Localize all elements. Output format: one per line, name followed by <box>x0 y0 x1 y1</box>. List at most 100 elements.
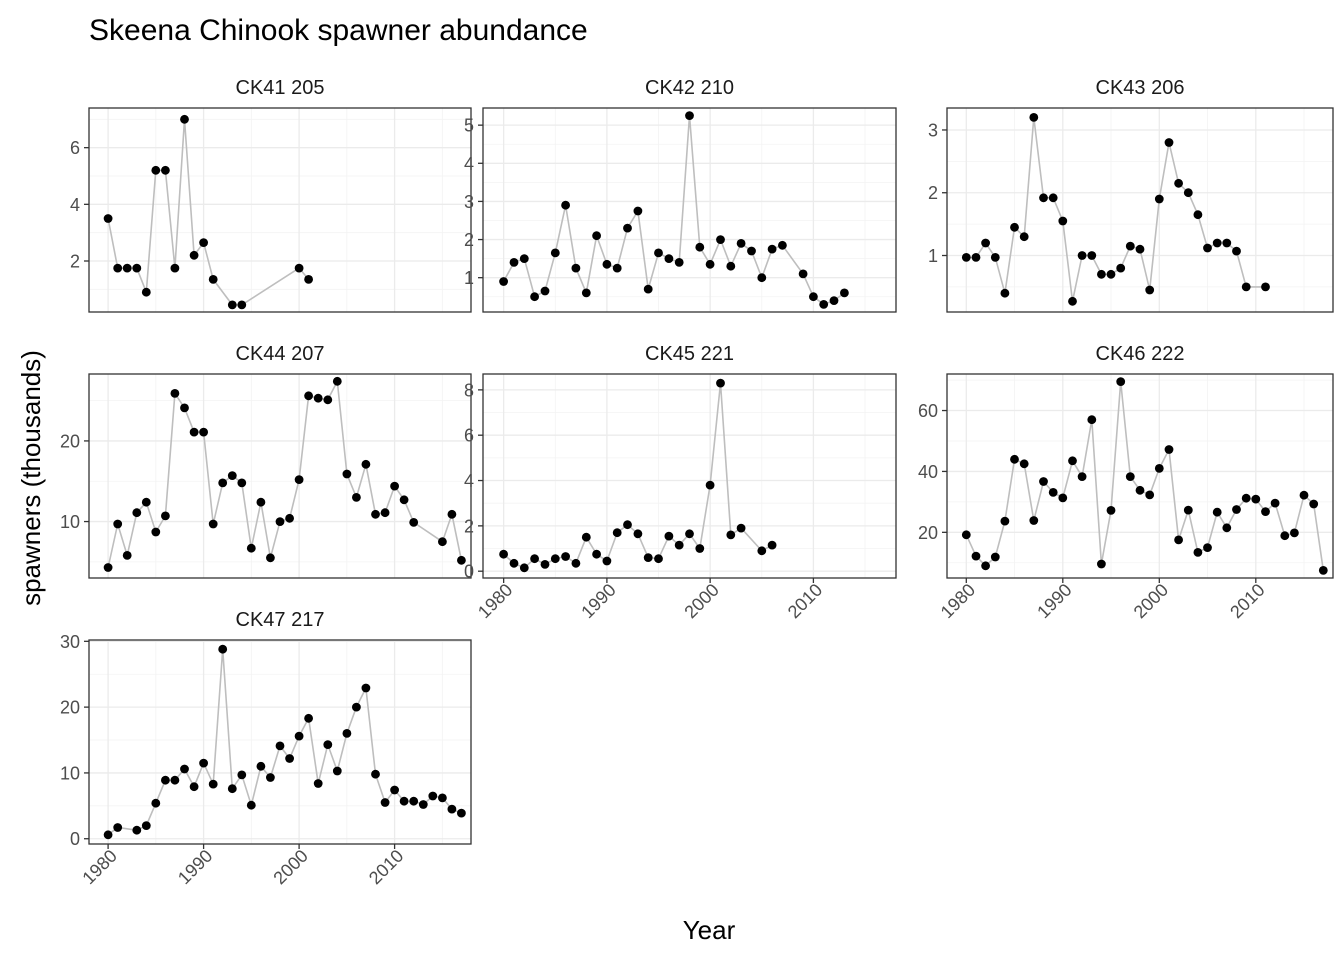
data-point <box>266 773 275 782</box>
data-point <box>1183 505 1193 515</box>
data-point <box>189 427 199 437</box>
data-point <box>438 537 447 547</box>
data-point <box>122 551 132 560</box>
y-tick-label: 2 <box>928 183 938 203</box>
panels: CK41 205 2 4 6 CK42 210 1 2 3 4 5 CK43 206 1 2 3 CK44 … <box>60 77 1334 888</box>
data-point <box>499 277 508 286</box>
data-point <box>602 259 612 269</box>
data-point <box>371 509 380 519</box>
data-point <box>1058 493 1068 503</box>
data-point <box>103 830 113 840</box>
data-point <box>304 275 313 284</box>
data-point <box>736 523 746 533</box>
data-point <box>380 798 390 807</box>
data-point <box>1077 472 1087 481</box>
y-tick-label: 4 <box>70 195 80 215</box>
data-point <box>1068 296 1077 306</box>
y-tick-label: 2 <box>464 230 474 250</box>
panel-2: CK42 210 1 2 3 4 5 <box>464 77 897 313</box>
data-point <box>151 527 161 537</box>
data-point <box>103 563 113 572</box>
data-point <box>1087 251 1097 260</box>
data-point <box>371 769 380 779</box>
data-point <box>275 517 285 526</box>
data-point <box>1299 490 1309 500</box>
data-point <box>767 244 777 254</box>
data-point <box>237 478 247 488</box>
data-point <box>1261 507 1270 516</box>
data-point <box>218 478 228 488</box>
data-point <box>141 287 151 297</box>
data-point <box>113 519 123 529</box>
x-axis-title: Year <box>683 915 736 945</box>
data-point <box>237 770 247 780</box>
data-point <box>170 775 180 785</box>
data-point <box>767 540 777 550</box>
data-point <box>1135 485 1145 495</box>
panel-3: CK43 206 1 2 3 <box>928 77 1334 313</box>
y-tick-label: 20 <box>918 523 938 543</box>
data-point <box>1154 464 1164 473</box>
data-point <box>1241 282 1251 292</box>
data-point <box>237 300 247 310</box>
series-line <box>503 383 773 569</box>
chart-title: Skeena Chinook spawner abundance <box>89 14 588 47</box>
y-tick-label: 40 <box>918 462 938 482</box>
x-tick-label: 1980 <box>937 580 979 622</box>
data-point <box>208 275 218 284</box>
data-point <box>685 111 694 120</box>
data-point <box>1241 493 1251 503</box>
data-point <box>332 376 342 386</box>
data-point <box>1309 499 1319 509</box>
data-point <box>981 561 990 571</box>
y-tick-label: 6 <box>464 426 474 446</box>
data-point <box>1261 282 1270 292</box>
data-point <box>180 114 189 124</box>
data-point <box>323 395 333 405</box>
y-tick-label: 10 <box>60 512 80 532</box>
data-point <box>199 758 209 768</box>
data-point <box>674 258 684 267</box>
data-point <box>1212 507 1222 517</box>
panel-5: CK45 221 0 2 4 6 8 1980 1990 2000 2010 <box>464 343 897 622</box>
data-point <box>438 793 447 803</box>
data-point <box>1000 516 1010 526</box>
data-point <box>227 471 237 480</box>
series-line <box>107 378 463 568</box>
data-point <box>1097 269 1106 279</box>
data-point <box>798 269 808 279</box>
data-point <box>342 469 352 479</box>
data-point <box>1145 490 1155 500</box>
data-point <box>1010 454 1019 464</box>
data-point <box>266 553 275 563</box>
data-point <box>1174 178 1183 188</box>
y-tick-label: 0 <box>70 829 80 849</box>
data-point <box>519 563 529 573</box>
data-point <box>361 459 371 469</box>
series-line <box>107 119 310 306</box>
data-point <box>602 556 612 566</box>
data-point <box>141 497 151 507</box>
data-point <box>961 530 971 540</box>
data-point <box>151 798 161 808</box>
data-point <box>352 702 361 712</box>
data-point <box>726 530 736 540</box>
data-point <box>643 284 653 294</box>
x-tick-label: 2010 <box>784 580 826 622</box>
data-point <box>323 740 333 749</box>
data-point <box>747 246 756 256</box>
data-point <box>1019 232 1029 242</box>
data-point <box>1039 477 1048 486</box>
data-point <box>294 731 304 741</box>
data-point <box>581 288 591 298</box>
panel-border <box>482 107 897 313</box>
data-point <box>757 546 767 556</box>
data-point <box>654 554 663 564</box>
data-point <box>971 551 981 561</box>
data-point <box>447 509 457 519</box>
panel-border <box>88 639 472 845</box>
y-tick-label: 1 <box>928 246 938 266</box>
data-point <box>1183 188 1193 198</box>
x-tick-label: 1990 <box>174 846 216 888</box>
y-tick-label: 20 <box>60 698 80 718</box>
